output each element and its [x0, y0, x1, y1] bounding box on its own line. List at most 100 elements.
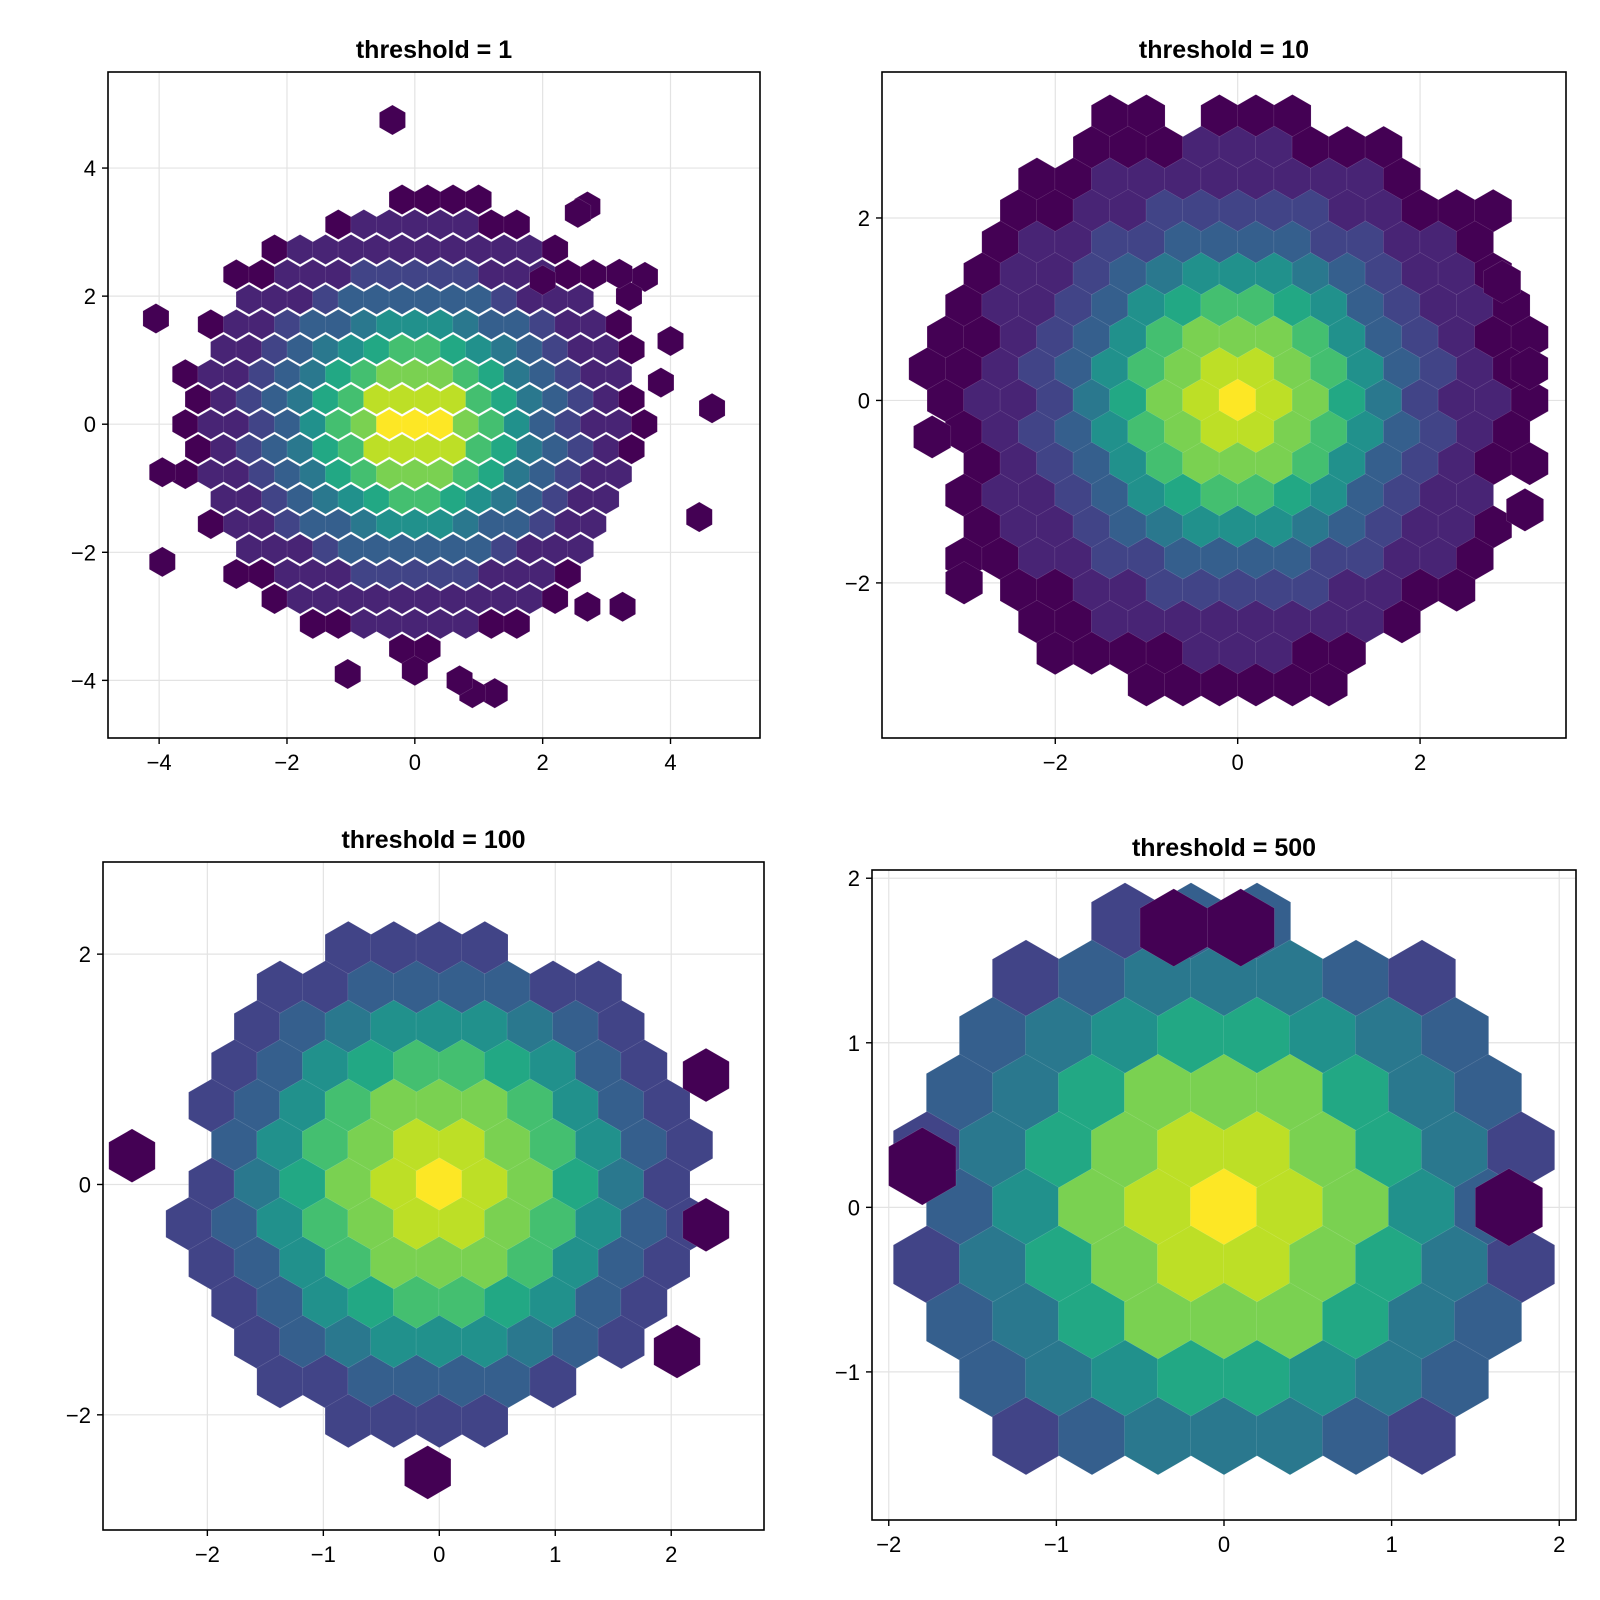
hexbin-cell: [516, 234, 543, 265]
hexbin-cell: [913, 415, 952, 459]
hexbin-cell: [248, 408, 276, 440]
panel-title: threshold = 500: [1132, 834, 1316, 862]
x-tick-label: 2: [1414, 750, 1426, 775]
hexbin-cell: [248, 309, 276, 340]
hexbin-cell: [401, 458, 429, 490]
hexbin-cell: [439, 483, 467, 515]
hexbin-cell: [541, 234, 569, 265]
hexbin-cell: [567, 284, 594, 315]
hexbin-cell: [657, 325, 684, 357]
hexbin-cell: [478, 458, 505, 490]
y-tick-label: 2: [84, 284, 96, 309]
hexbin-cell: [376, 558, 403, 590]
hexbin-cell: [478, 558, 505, 590]
y-tick-label: 0: [848, 1195, 860, 1220]
hexbin-cell: [274, 508, 301, 540]
x-tick-label: −2: [1043, 750, 1068, 775]
hexbin-cell: [439, 284, 467, 315]
x-tick-label: −1: [311, 1542, 336, 1567]
hexbin-cell: [465, 234, 492, 265]
hexbin-cell: [363, 483, 390, 515]
hexbin-cell: [350, 608, 378, 640]
hexbin-cell: [609, 591, 636, 623]
hexbin-cell: [299, 309, 327, 340]
hexbin-cell: [286, 533, 314, 565]
x-tick-label: −2: [274, 750, 299, 775]
hexbin-cell: [274, 408, 301, 440]
hexbin-cell: [325, 558, 352, 590]
hexbin-cell: [503, 309, 531, 340]
x-tick-label: −2: [876, 1532, 901, 1557]
y-tick-label: 2: [848, 866, 860, 891]
hexbin-cell: [580, 408, 607, 440]
hexbin-cell: [261, 583, 288, 615]
hexbin-cell: [597, 1314, 645, 1370]
y-tick-label: −2: [845, 571, 870, 596]
hexbin-cell: [414, 483, 441, 515]
hexbin-cell: [465, 483, 492, 515]
hexbin-cell: [363, 284, 390, 315]
hexbin-cell: [350, 408, 378, 440]
hexbin-cell: [529, 264, 556, 296]
panel-threshold-100: threshold = 100 −2 −1 0 1 2 −2 0 2: [66, 826, 765, 1567]
x-tick-label: 1: [549, 1542, 561, 1567]
hexbin-cell: [516, 433, 543, 465]
hexbin-cell: [274, 558, 301, 590]
hexbin-cell: [503, 408, 531, 440]
hexbin-cell: [388, 583, 416, 615]
hexbin-cell: [404, 1445, 452, 1500]
hexbin-cell: [235, 383, 263, 415]
hexbin-cell: [379, 104, 406, 136]
hexbin-cell: [299, 408, 327, 440]
axes-frame: [102, 861, 765, 1531]
hexbin-cell: [1510, 441, 1549, 486]
hexbin-cell: [439, 333, 467, 365]
hexbin-cell: [698, 392, 726, 424]
hexbin-cell: [478, 259, 505, 290]
hexbin-cell: [503, 209, 531, 240]
hexbin-cell: [529, 1354, 577, 1409]
hexbin-cell: [945, 561, 983, 605]
hexbin-cell: [363, 583, 390, 615]
hexbin-cell: [261, 483, 288, 515]
hexbin-cell: [325, 209, 352, 240]
hexbin-cell: [172, 358, 199, 390]
hexbin-cell: [248, 508, 276, 540]
hexbin-cell: [554, 508, 582, 540]
hexbin-cell: [312, 533, 339, 565]
hexbin-cell: [286, 234, 314, 265]
hexbin-cell: [223, 558, 250, 590]
hexbin-cell: [427, 209, 454, 240]
hexbin-cell: [337, 433, 365, 465]
hexbin-cell: [427, 259, 454, 290]
hexbin-cell: [618, 433, 645, 465]
hexbin-cell: [363, 333, 390, 365]
y-tick-label: 2: [79, 942, 91, 967]
hexbin-cell: [490, 333, 518, 365]
y-tick-label: 2: [858, 206, 870, 231]
hexbin-cell: [529, 358, 556, 390]
hexbin-cell: [376, 358, 403, 390]
hexbin-cell: [401, 655, 429, 687]
axes: −2 −1 0 1 2 −2 0 2: [66, 942, 677, 1567]
hexbin-cell: [286, 333, 314, 365]
hexbin-cell: [172, 408, 199, 440]
hexbin-cell: [439, 533, 467, 565]
hexbin-cell: [516, 383, 543, 415]
hexbin-cell: [414, 383, 441, 415]
y-tick-label: −2: [66, 1403, 91, 1428]
hexbin-cell: [1483, 259, 1522, 304]
hexbin-cell: [452, 358, 480, 390]
hexbin-cell: [274, 309, 301, 340]
hexbin-cell: [529, 408, 556, 440]
hexbin-cell: [465, 383, 492, 415]
hexbin-cell: [184, 433, 212, 465]
hexbin-cell: [325, 259, 352, 290]
hexbin-cell: [337, 333, 365, 365]
x-tick-label: 2: [665, 1542, 677, 1567]
hexbin-cell: [490, 533, 518, 565]
hexbin-cell: [446, 665, 473, 696]
x-tick-label: 0: [1218, 1532, 1230, 1557]
hexbin-cell: [401, 209, 429, 240]
hexbin-cell: [427, 358, 454, 390]
